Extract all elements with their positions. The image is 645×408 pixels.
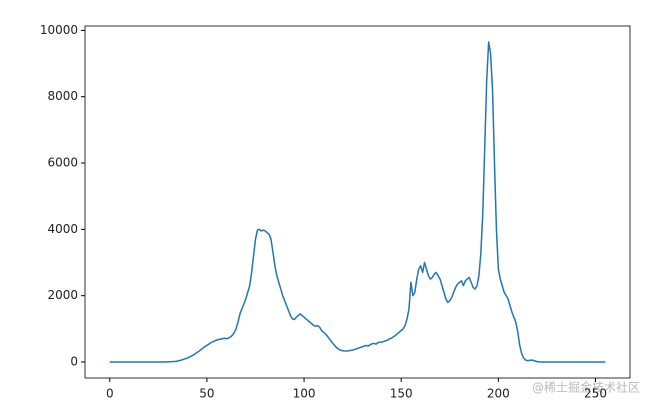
y-tick-label: 4000 <box>47 222 78 236</box>
x-tick-label: 150 <box>390 387 413 401</box>
watermark: @稀土掘金技术社区 <box>532 380 640 395</box>
plot-frame <box>84 25 631 379</box>
x-tick-label: 50 <box>199 387 214 401</box>
x-tick-label: 0 <box>106 387 114 401</box>
line <box>109 41 606 363</box>
y-tick-label: 2000 <box>47 288 78 302</box>
y-tick-label: 10000 <box>40 23 78 37</box>
y-tick-label: 0 <box>70 355 78 369</box>
x-tick-label: 250 <box>584 387 607 401</box>
y-tick-label: 6000 <box>47 156 78 170</box>
x-tick-label: 100 <box>293 387 316 401</box>
y-tick-label: 8000 <box>47 89 78 103</box>
x-tick-label: 200 <box>487 387 510 401</box>
